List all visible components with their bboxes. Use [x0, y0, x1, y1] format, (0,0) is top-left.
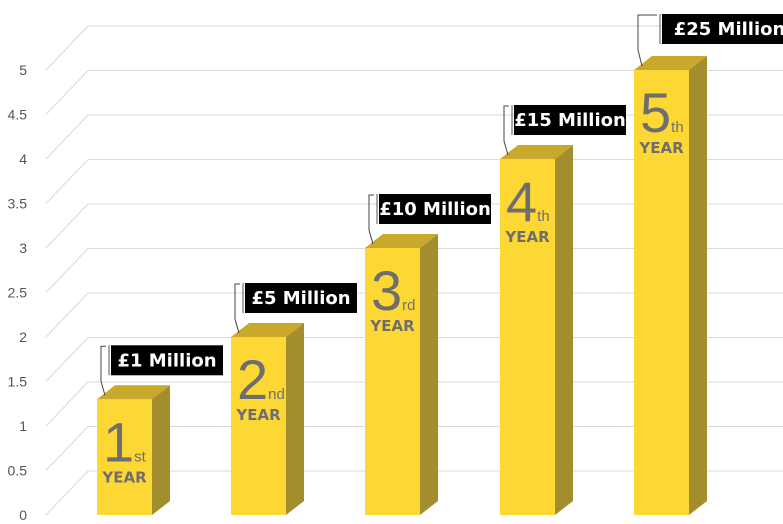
bar-side: [420, 234, 438, 515]
callout-connector: [234, 283, 240, 334]
callout: £10 Million: [368, 194, 491, 245]
gridline-diagonal: [45, 114, 89, 160]
y-tick-label: 5: [19, 62, 27, 78]
bar-ordinal-label: 1st: [103, 410, 147, 473]
bar-top: [97, 385, 170, 400]
callout: £15 Million: [503, 105, 626, 156]
bar-year-label: YEAR: [235, 406, 281, 424]
gridline-diagonal: [45, 470, 89, 516]
bar-side: [689, 56, 707, 515]
callout: £25 Million: [637, 14, 783, 67]
callout-connector: [100, 345, 106, 396]
y-tick-label: 4.5: [8, 107, 28, 123]
bar: [97, 399, 152, 515]
bar-side: [286, 323, 304, 515]
bar: [231, 337, 286, 515]
bar-ordinal-label: 3rd: [371, 259, 416, 322]
y-tick-label: 4: [19, 151, 27, 167]
y-tick-label: 3: [19, 240, 27, 256]
callout-box: [379, 194, 491, 224]
bar-year-label: YEAR: [504, 228, 550, 246]
bar: [500, 159, 555, 515]
callout-label: £25 Million: [674, 19, 783, 40]
y-tick-label: 2: [19, 329, 27, 345]
bar-year-label: YEAR: [638, 139, 684, 157]
callout-connector: [503, 105, 509, 156]
callout-box: [111, 345, 223, 376]
gridline-diagonal: [45, 25, 89, 71]
callout-box: [662, 14, 783, 44]
gridline-diagonal: [45, 337, 89, 382]
bar-top: [500, 145, 573, 159]
bar-year-label: YEAR: [369, 317, 415, 335]
y-tick-label: 3.5: [8, 196, 28, 212]
bar-top: [365, 234, 438, 248]
gridline-diagonal: [45, 159, 89, 204]
gridline-diagonal: [45, 426, 89, 471]
callout-label: £15 Million: [514, 110, 626, 131]
gridline-diagonal: [45, 248, 89, 293]
bar-top: [231, 323, 304, 337]
bar: [365, 248, 420, 515]
callout-box: [514, 105, 626, 135]
gridline-diagonal: [45, 203, 89, 249]
bar: [634, 70, 689, 515]
y-tick-label: 0: [19, 507, 27, 523]
bar-side: [152, 385, 170, 515]
callout: £5 Million: [234, 283, 357, 334]
y-tick-label: 1: [19, 418, 27, 434]
bar-year-label: YEAR: [101, 468, 147, 486]
callout-connector: [368, 194, 374, 245]
callout-label: £5 Million: [251, 288, 350, 309]
callout-label: £10 Million: [379, 199, 491, 220]
callout: £1 Million: [100, 345, 223, 396]
bar-side: [555, 145, 573, 515]
callout-box: [245, 283, 357, 313]
bar-top: [634, 56, 707, 70]
callout-label: £1 Million: [117, 350, 216, 371]
y-tick-label: 0.5: [8, 463, 28, 479]
bar-ordinal-label: 4th: [506, 170, 550, 233]
callout-connector: [637, 14, 657, 67]
gridline-diagonal: [45, 70, 89, 115]
bar-ordinal-label: 5th: [640, 81, 684, 144]
gridline-diagonal: [45, 381, 89, 427]
y-tick-label: 2.5: [8, 285, 28, 301]
y-tick-label: 1.5: [8, 374, 28, 390]
bar-ordinal-label: 2nd: [237, 348, 285, 411]
gridline-diagonal: [45, 292, 89, 338]
